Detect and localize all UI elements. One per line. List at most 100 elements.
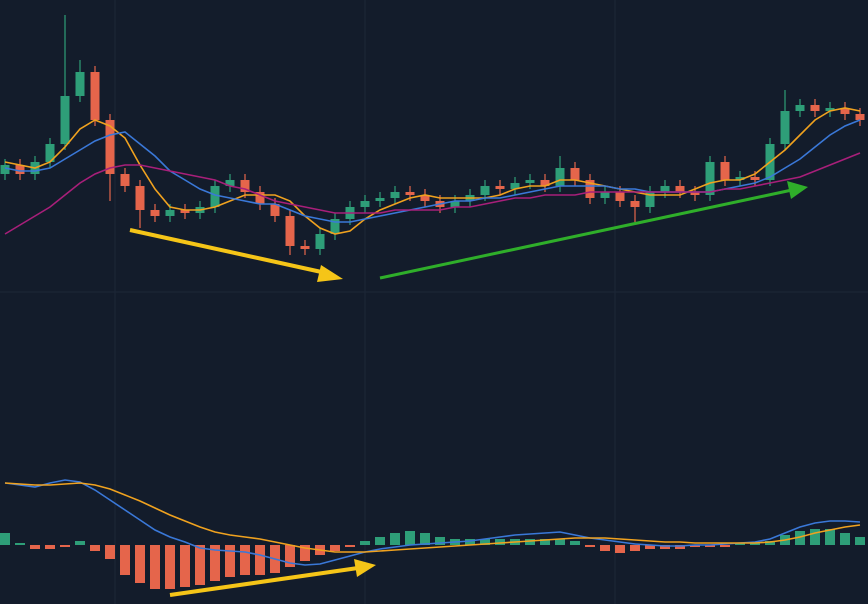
candle-body: [615, 192, 625, 201]
histogram-bar: [150, 545, 160, 589]
candle-body: [420, 195, 430, 201]
candle-body: [390, 192, 400, 198]
candle-body: [75, 72, 85, 96]
candle-body: [0, 165, 10, 174]
histogram-bar: [300, 545, 310, 561]
histogram-bar: [585, 545, 595, 547]
histogram-bar: [435, 537, 445, 545]
histogram-bar: [45, 545, 55, 549]
candle-body: [540, 180, 550, 186]
histogram-bar: [675, 545, 685, 549]
candle-body: [795, 105, 805, 111]
histogram-bar: [660, 545, 670, 549]
indicator-line: [4, 152, 861, 235]
histogram-bar: [60, 545, 70, 547]
histogram-bar: [555, 539, 565, 545]
candle-body: [555, 168, 565, 186]
histogram-bar: [480, 539, 490, 545]
histogram-bar: [0, 533, 10, 545]
annotations: [129, 181, 808, 597]
histogram-bar: [375, 537, 385, 545]
histogram-bar: [735, 543, 745, 545]
candle-body: [315, 234, 325, 249]
histogram-bar: [390, 533, 400, 545]
histogram-bar: [570, 541, 580, 545]
histogram-bar: [855, 537, 865, 545]
candle-body: [270, 204, 280, 216]
histogram-bar: [720, 545, 730, 547]
candle-body: [150, 210, 160, 216]
histogram-bar: [840, 533, 850, 545]
candle-body: [285, 216, 295, 246]
histogram-bar: [345, 545, 355, 547]
candle-body: [45, 144, 55, 162]
candle-body: [120, 174, 130, 186]
candle-body: [90, 72, 100, 120]
candle-body: [375, 198, 385, 201]
candle-body: [855, 114, 865, 120]
candle-body: [15, 165, 25, 174]
histogram-bar: [90, 545, 100, 551]
trend-arrow: [169, 566, 359, 597]
candle-body: [705, 162, 715, 195]
candle-body: [405, 192, 415, 195]
candle-body: [630, 201, 640, 207]
trend-arrow: [379, 188, 793, 280]
histogram-bar: [195, 545, 205, 585]
histogram-bar: [825, 529, 835, 545]
candle-body: [450, 201, 460, 207]
histogram-bar: [630, 545, 640, 551]
histogram-bar: [525, 539, 535, 545]
candle-body: [780, 111, 790, 144]
histogram-bar: [405, 531, 415, 545]
candle-body: [675, 186, 685, 192]
histogram-bar: [240, 545, 250, 575]
candle-body: [225, 180, 235, 186]
candle-body: [300, 246, 310, 249]
candle-body: [735, 177, 745, 180]
candle-body: [600, 192, 610, 198]
histogram-bar: [120, 545, 130, 575]
arrow-head: [787, 181, 808, 199]
histogram-bar: [495, 539, 505, 545]
arrow-head: [317, 265, 343, 282]
indicator-line: [4, 479, 861, 566]
histogram-bar: [285, 545, 295, 567]
candle-body: [840, 108, 850, 114]
candle-body: [135, 186, 145, 210]
histogram-bar: [645, 545, 655, 549]
candle-body: [480, 186, 490, 195]
candle-body: [105, 120, 115, 174]
histogram-bar: [600, 545, 610, 551]
indicator-line: [4, 107, 861, 235]
histogram-bar: [180, 545, 190, 587]
histogram-bar: [615, 545, 625, 553]
histogram-bar: [255, 545, 265, 575]
histogram-bar: [360, 541, 370, 545]
histogram-bar: [165, 545, 175, 589]
candle-body: [690, 192, 700, 195]
indicator-line: [4, 482, 861, 553]
plot: [0, 15, 865, 589]
candle-body: [825, 108, 835, 111]
histogram-bar: [765, 541, 775, 545]
candle-body: [660, 186, 670, 192]
candle-body: [360, 201, 370, 207]
histogram-bar: [750, 543, 760, 545]
histogram-bar: [225, 545, 235, 577]
candle-body: [645, 192, 655, 207]
histogram-bar: [420, 533, 430, 545]
histogram-bar: [795, 531, 805, 545]
candle-body: [525, 180, 535, 183]
histogram-bar: [30, 545, 40, 549]
histogram-bar: [540, 539, 550, 545]
histogram-bar: [105, 545, 115, 559]
candle-body: [60, 96, 70, 144]
candle-body: [240, 180, 250, 192]
candle-body: [210, 186, 220, 207]
candle-body: [720, 162, 730, 180]
candle-body: [255, 192, 265, 204]
trend-arrow: [129, 228, 327, 275]
